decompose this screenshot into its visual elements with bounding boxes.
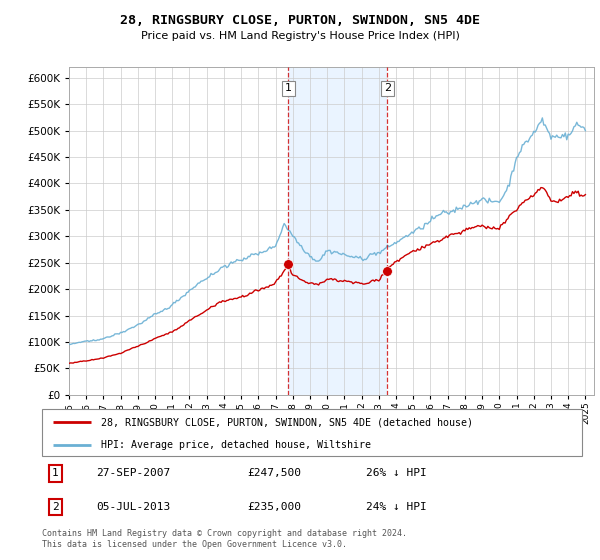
Text: 1: 1 — [285, 83, 292, 94]
Text: HPI: Average price, detached house, Wiltshire: HPI: Average price, detached house, Wilt… — [101, 440, 371, 450]
Text: £247,500: £247,500 — [247, 468, 301, 478]
Text: 27-SEP-2007: 27-SEP-2007 — [96, 468, 170, 478]
Text: 2: 2 — [52, 502, 59, 512]
Text: 26% ↓ HPI: 26% ↓ HPI — [366, 468, 427, 478]
Text: 28, RINGSBURY CLOSE, PURTON, SWINDON, SN5 4DE: 28, RINGSBURY CLOSE, PURTON, SWINDON, SN… — [120, 14, 480, 27]
FancyBboxPatch shape — [42, 409, 582, 456]
Text: 24% ↓ HPI: 24% ↓ HPI — [366, 502, 427, 512]
Text: 28, RINGSBURY CLOSE, PURTON, SWINDON, SN5 4DE (detached house): 28, RINGSBURY CLOSE, PURTON, SWINDON, SN… — [101, 417, 473, 427]
Bar — [288, 67, 388, 395]
Text: £235,000: £235,000 — [247, 502, 301, 512]
Text: Price paid vs. HM Land Registry's House Price Index (HPI): Price paid vs. HM Land Registry's House … — [140, 31, 460, 41]
Text: Contains HM Land Registry data © Crown copyright and database right 2024.
This d: Contains HM Land Registry data © Crown c… — [42, 529, 407, 549]
Text: 1: 1 — [52, 468, 59, 478]
Text: 05-JUL-2013: 05-JUL-2013 — [96, 502, 170, 512]
Text: 2: 2 — [384, 83, 391, 94]
